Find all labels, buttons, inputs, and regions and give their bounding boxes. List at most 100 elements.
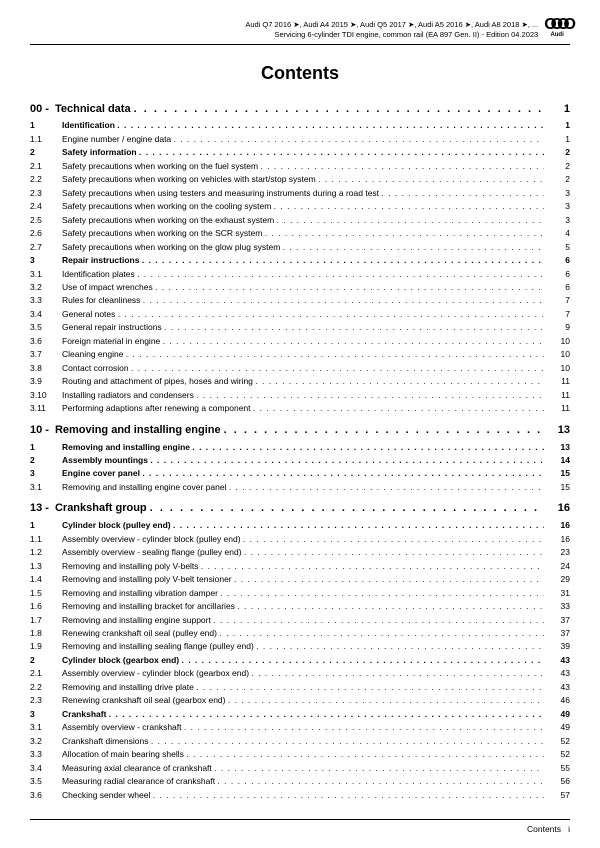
toc-entry-row: 3.3Allocation of main bearing shells 52 (30, 749, 570, 760)
toc-entry-row: 2Assembly mountings 14 (30, 455, 570, 466)
entry-page: 6 (544, 282, 570, 293)
entry-page: 6 (544, 269, 570, 280)
entry-label: Engine cover panel (62, 468, 544, 479)
toc-entry-row: 3.5General repair instructions 9 (30, 322, 570, 333)
entry-num: 3.10 (30, 390, 62, 401)
entry-num: 3.2 (30, 736, 62, 747)
entry-page: 7 (544, 309, 570, 320)
section-page: 1 (544, 102, 570, 117)
entry-num: 2.1 (30, 668, 62, 679)
entry-page: 10 (544, 349, 570, 360)
entry-num: 2.4 (30, 201, 62, 212)
entry-page: 3 (544, 215, 570, 226)
entry-page: 29 (544, 574, 570, 585)
toc-entry-row: 3.4General notes 7 (30, 309, 570, 320)
section-label: Technical data (55, 102, 544, 117)
entry-page: 1 (544, 134, 570, 145)
entry-page: 5 (544, 242, 570, 253)
entry-page: 15 (544, 482, 570, 493)
entry-num: 3.11 (30, 403, 62, 414)
entry-label: Allocation of main bearing shells (62, 749, 544, 760)
toc-entry-row: 2.3Safety precautions when using testers… (30, 188, 570, 199)
entry-num: 3 (30, 709, 62, 720)
toc-entry-row: 2.7Safety precautions when working on th… (30, 242, 570, 253)
table-of-contents: 00 -Technical data 11Identification 11.1… (30, 102, 570, 802)
entry-page: 2 (544, 147, 570, 158)
toc-entry-row: 1Identification 1 (30, 120, 570, 131)
entry-page: 23 (544, 547, 570, 558)
toc-entry-row: 3.11Performing adaptions after renewing … (30, 403, 570, 414)
entry-num: 1.2 (30, 547, 62, 558)
section-label: Crankshaft group (55, 501, 544, 516)
toc-entry-row: 1.2Assembly overview - sealing flange (p… (30, 547, 570, 558)
entry-num: 2.7 (30, 242, 62, 253)
entry-num: 3.2 (30, 282, 62, 293)
entry-label: Checking sender wheel (62, 790, 544, 801)
entry-label: Renewing crankshaft oil seal (gearbox en… (62, 695, 544, 706)
toc-entry-row: 2.1Safety precautions when working on th… (30, 161, 570, 172)
entry-label: General repair instructions (62, 322, 544, 333)
entry-label: Performing adaptions after renewing a co… (62, 403, 544, 414)
entry-num: 2.6 (30, 228, 62, 239)
entry-page: 11 (544, 403, 570, 414)
entry-label: Assembly overview - crankshaft (62, 722, 544, 733)
entry-label: Assembly overview - sealing flange (pull… (62, 547, 544, 558)
entry-label: Assembly overview - cylinder block (pull… (62, 534, 544, 545)
entry-label: Foreign material in engine (62, 336, 544, 347)
entry-page: 3 (544, 188, 570, 199)
entry-page: 16 (544, 534, 570, 545)
entry-page: 52 (544, 749, 570, 760)
entry-num: 2 (30, 147, 62, 158)
entry-page: 13 (544, 442, 570, 453)
entry-label: Safety precautions when working on the c… (62, 201, 544, 212)
entry-num: 3 (30, 468, 62, 479)
toc-entry-row: 2Cylinder block (gearbox end) 43 (30, 655, 570, 666)
entry-label: Removing and installing poly V-belts (62, 561, 544, 572)
entry-page: 33 (544, 601, 570, 612)
entry-label: Cylinder block (gearbox end) (62, 655, 544, 666)
entry-page: 43 (544, 682, 570, 693)
toc-entry-row: 3.1Assembly overview - crankshaft 49 (30, 722, 570, 733)
entry-page: 11 (544, 390, 570, 401)
toc-entry-row: 1.7Removing and installing engine suppor… (30, 615, 570, 626)
entry-num: 1.8 (30, 628, 62, 639)
toc-entry-row: 3.3Rules for cleanliness 7 (30, 295, 570, 306)
entry-label: Safety precautions when using testers an… (62, 188, 544, 199)
contents-title: Contents (30, 63, 570, 84)
footer-page: i (568, 824, 570, 834)
entry-num: 1 (30, 520, 62, 531)
toc-entry-row: 1.1Assembly overview - cylinder block (p… (30, 534, 570, 545)
toc-entry-row: 2.2Removing and installing drive plate 4… (30, 682, 570, 693)
toc-entry-row: 1.8Renewing crankshaft oil seal (pulley … (30, 628, 570, 639)
page-footer: Contents i (30, 819, 570, 834)
entry-page: 49 (544, 722, 570, 733)
entry-page: 24 (544, 561, 570, 572)
entry-page: 37 (544, 628, 570, 639)
entry-num: 3.5 (30, 322, 62, 333)
entry-num: 2.2 (30, 174, 62, 185)
toc-entry-row: 3.9Routing and attachment of pipes, hose… (30, 376, 570, 387)
section-num: 00 - (30, 102, 55, 117)
entry-num: 3.4 (30, 309, 62, 320)
entry-label: Removing and installing vibration damper (62, 588, 544, 599)
toc-entry-row: 1.9Removing and installing sealing flang… (30, 641, 570, 652)
entry-label: Crankshaft (62, 709, 544, 720)
entry-num: 3.5 (30, 776, 62, 787)
entry-num: 3.9 (30, 376, 62, 387)
entry-page: 4 (544, 228, 570, 239)
entry-num: 3.6 (30, 790, 62, 801)
entry-page: 2 (544, 161, 570, 172)
entry-page: 55 (544, 763, 570, 774)
toc-entry-row: 3.8Contact corrosion 10 (30, 363, 570, 374)
header-line1: Audi Q7 2016 ➤, Audi A4 2015 ➤, Audi Q5 … (245, 20, 538, 30)
entry-num: 3.8 (30, 363, 62, 374)
entry-label: Contact corrosion (62, 363, 544, 374)
entry-label: Removing and installing poly V-belt tens… (62, 574, 544, 585)
section-page: 13 (544, 423, 570, 438)
toc-section-row: 10 -Removing and installing engine 13 (30, 423, 570, 438)
entry-num: 1.5 (30, 588, 62, 599)
toc-entry-row: 2.3Renewing crankshaft oil seal (gearbox… (30, 695, 570, 706)
entry-num: 2.1 (30, 161, 62, 172)
entry-num: 3.1 (30, 722, 62, 733)
entry-num: 1 (30, 120, 62, 131)
